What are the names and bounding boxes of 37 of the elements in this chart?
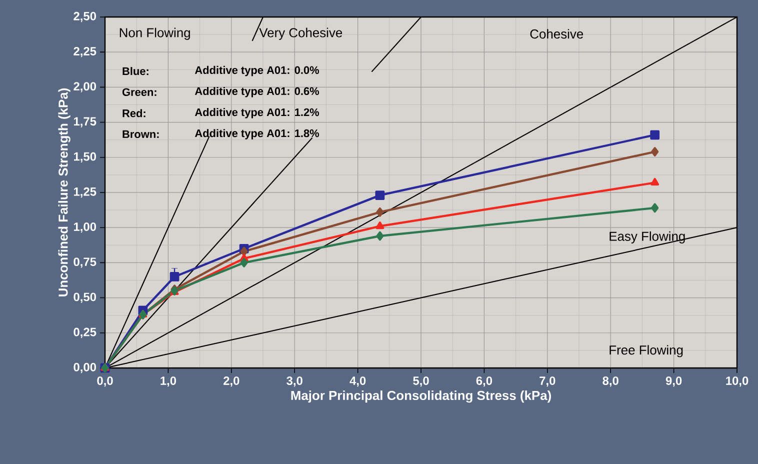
- x-tick-label: 9,0: [666, 376, 682, 387]
- y-tick-label: 0,50: [74, 292, 96, 303]
- x-tick-label: 8,0: [602, 376, 618, 387]
- annotation: Very Cohesive: [259, 28, 342, 40]
- annotation: Easy Flowing: [610, 231, 685, 244]
- y-tick-label: 1,25: [74, 187, 96, 198]
- x-axis-title: Major Principal Consolidating Stress (kPa): [291, 390, 551, 403]
- x-tick-label: 3,0: [286, 376, 302, 387]
- annotation: Cohesive: [530, 29, 584, 39]
- x-tick-label: 5,0: [413, 376, 429, 387]
- x-tick-label: 4,0: [350, 376, 366, 387]
- annotation: Green:: [122, 88, 156, 96]
- annotation: Additive type A01: 1.8%: [194, 129, 320, 140]
- annotation: Additive type A01: 0.6%: [194, 86, 320, 98]
- y-tick-label: 2,25: [74, 46, 96, 58]
- x-tick-label: 0,0: [97, 376, 113, 387]
- y-tick-label: 2,00: [74, 82, 96, 92]
- x-tick-label: 1,0: [160, 376, 176, 387]
- y-tick-label: 1,00: [74, 222, 96, 233]
- annotation: Brown:: [122, 130, 159, 138]
- y-tick-label: 1,75: [74, 117, 96, 128]
- y-tick-label: 2,50: [74, 12, 96, 22]
- annotation: Blue:: [122, 67, 148, 76]
- y-tick-label: 1,50: [74, 152, 96, 162]
- annotation: Non Flowing: [120, 28, 190, 40]
- x-tick-label: 6,0: [476, 376, 492, 387]
- y-tick-label: 0,00: [74, 362, 96, 374]
- y-tick-label: 0,25: [74, 328, 96, 338]
- x-tick-label: 2,0: [224, 376, 240, 387]
- x-tick-label: 10,0: [726, 376, 748, 387]
- y-axis-title: Unconfined Failure Strength (kPa): [58, 88, 70, 296]
- annotation: Additive type A01: 0.0%: [194, 66, 320, 76]
- x-tick-label: 7,0: [540, 376, 556, 387]
- y-tick-label: 0,75: [74, 258, 96, 268]
- annotation: Red:: [122, 109, 146, 118]
- annotation: Free Flowing: [610, 345, 683, 358]
- annotation: Additive type A01: 1.2%: [194, 108, 320, 118]
